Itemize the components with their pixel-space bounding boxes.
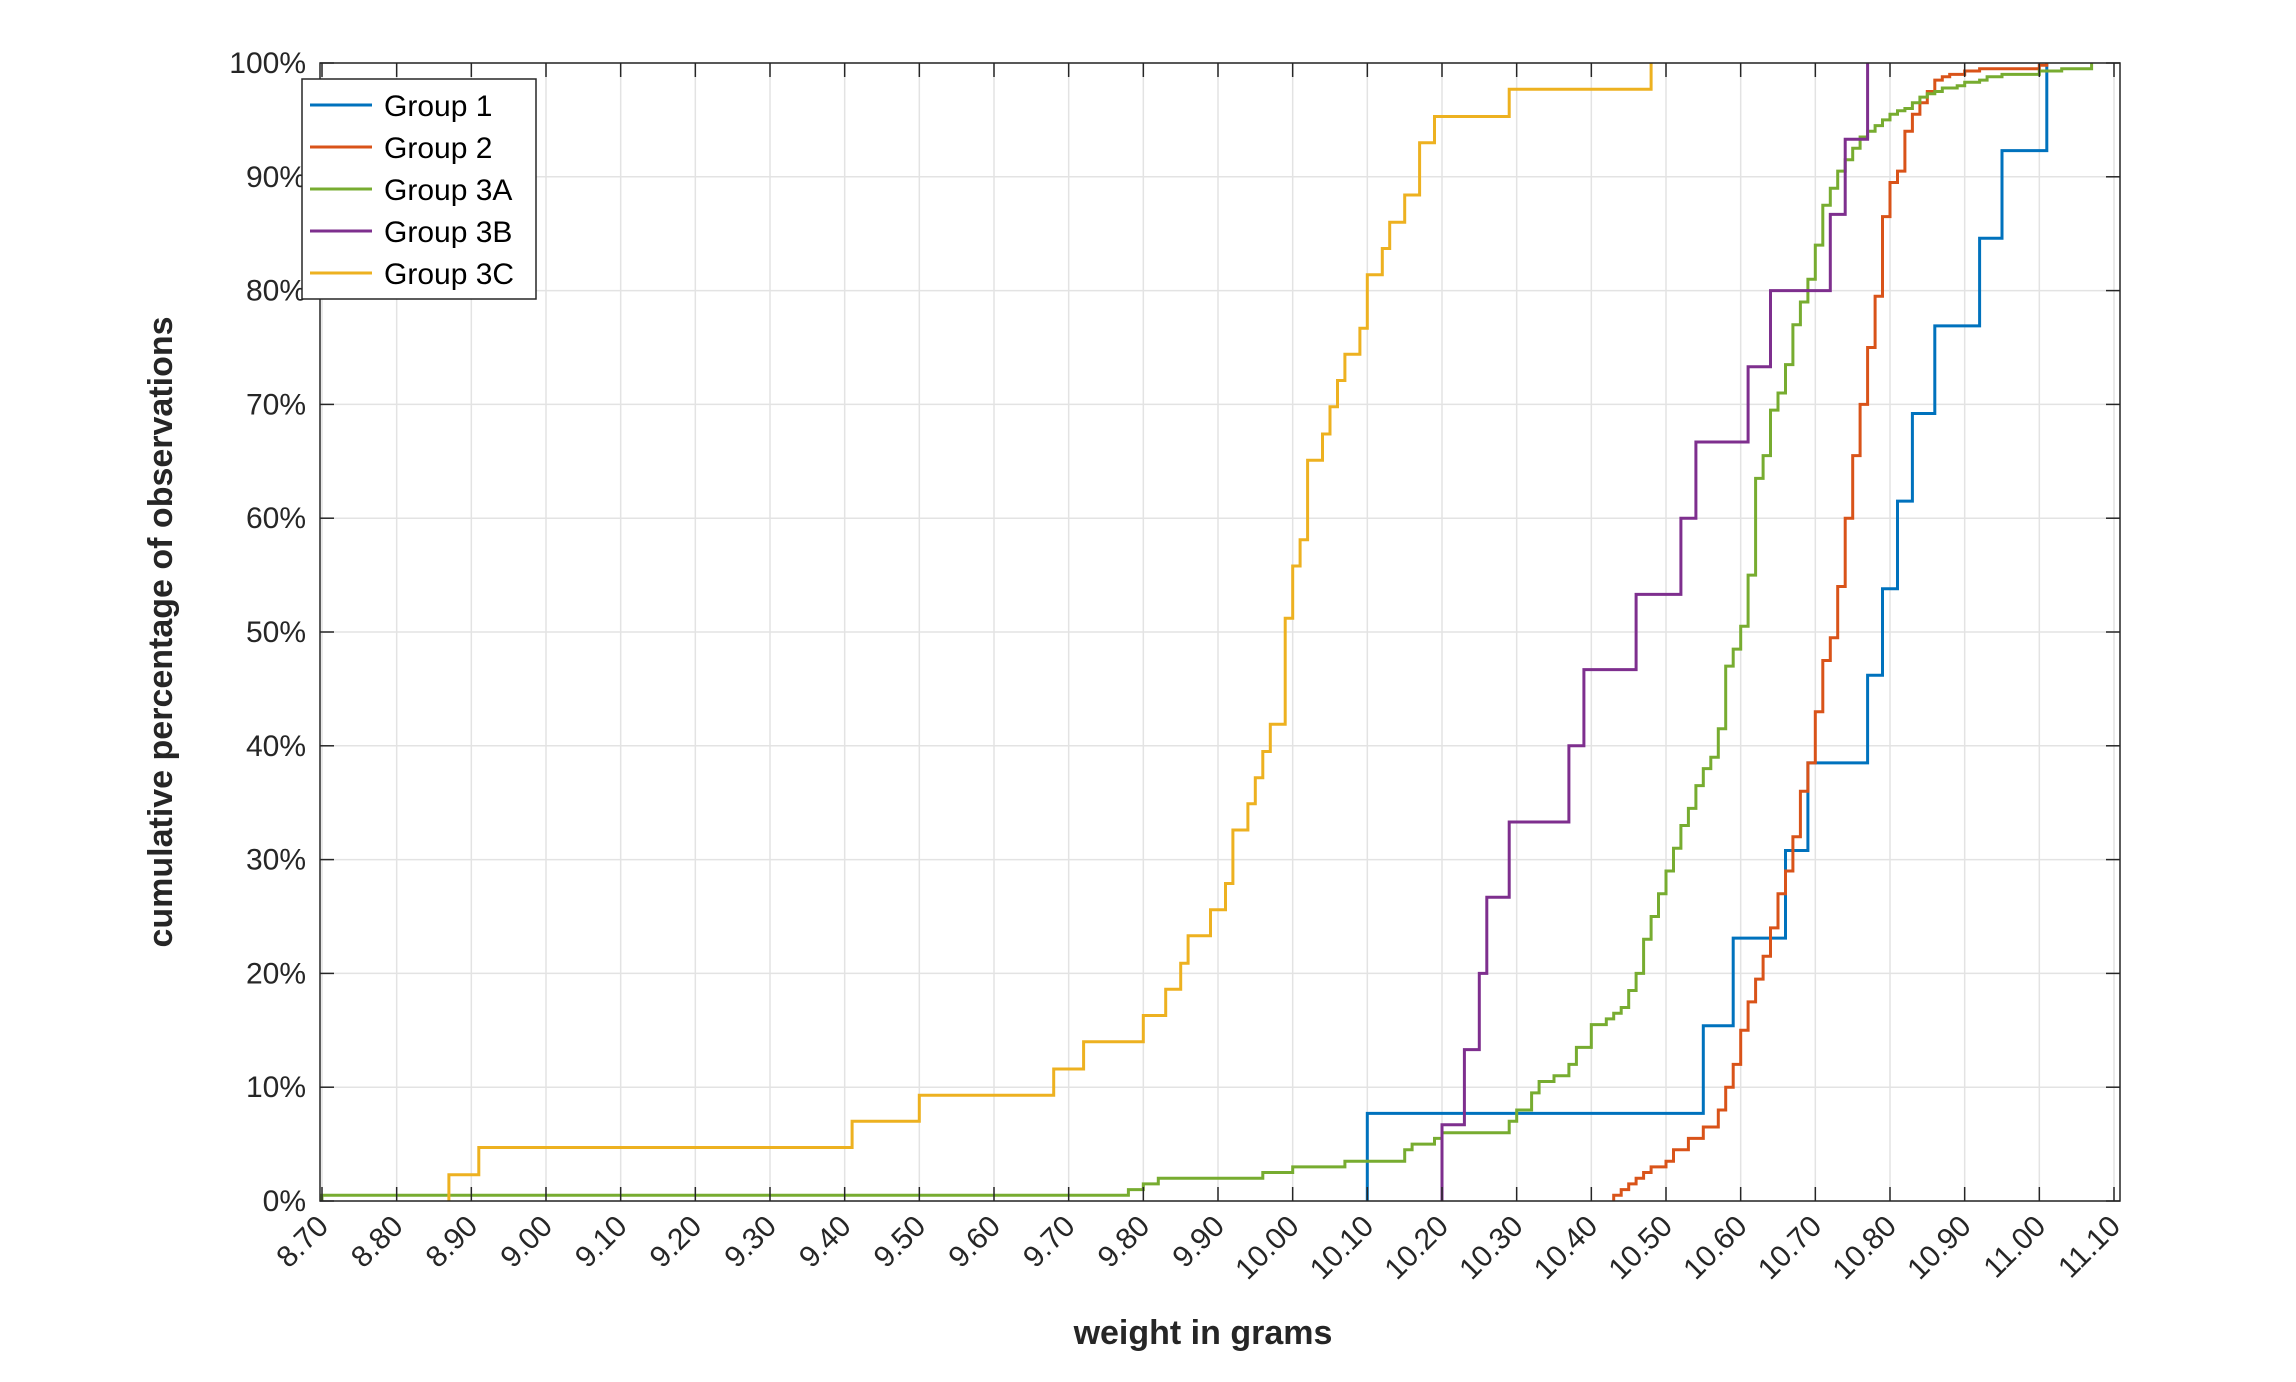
y-tick-label: 100% bbox=[229, 47, 306, 80]
y-tick-label: 30% bbox=[246, 844, 306, 877]
x-tick-label: 10.10 bbox=[1304, 1210, 1380, 1286]
y-tick-label: 0% bbox=[263, 1185, 306, 1218]
x-tick-label: 10.60 bbox=[1677, 1210, 1753, 1286]
x-tick-label: 10.70 bbox=[1752, 1210, 1828, 1286]
series-line-group-3c bbox=[447, 63, 1653, 1201]
y-tick-label: 90% bbox=[246, 161, 306, 194]
x-tick-label: 9.30 bbox=[718, 1210, 783, 1275]
x-tick-label: 10.40 bbox=[1528, 1210, 1604, 1286]
series-line-group-3a bbox=[320, 63, 2094, 1201]
x-tick-label: 10.30 bbox=[1453, 1210, 1529, 1286]
y-tick-labels: 0% 10% 20% 30% 40% 50% 60% 70% 80% 90% 100% bbox=[229, 47, 306, 1218]
x-tick-label: 10.00 bbox=[1229, 1210, 1305, 1286]
x-axis-title: weight in grams bbox=[1073, 1314, 1333, 1352]
x-tick-label: 10.80 bbox=[1827, 1210, 1903, 1286]
series-lines bbox=[320, 63, 2094, 1201]
x-tick-labels: 8.70 8.80 8.90 9.00 9.10 9.20 9.30 9.40 9.50 9.60… bbox=[270, 1210, 2127, 1286]
y-tick-label: 70% bbox=[246, 388, 306, 421]
series-line-group-3b bbox=[1440, 63, 1870, 1201]
legend: Group 1 Group 2 Group 3A Group 3B Group 3C bbox=[301, 78, 537, 300]
x-tick-label: 10.90 bbox=[1901, 1210, 1977, 1286]
x-tick-label: 8.80 bbox=[345, 1210, 410, 1275]
series-line-group-2 bbox=[1612, 63, 2049, 1201]
axis-ticks bbox=[320, 62, 2120, 1202]
y-tick-label: 20% bbox=[246, 957, 306, 990]
legend-label-group-3a: Group 3A bbox=[384, 174, 512, 207]
legend-label-group-3b: Group 3B bbox=[384, 216, 512, 249]
x-tick-label: 11.00 bbox=[1977, 1210, 2052, 1285]
x-tick-label: 9.60 bbox=[942, 1210, 1007, 1275]
legend-label-group-3c: Group 3C bbox=[384, 258, 514, 291]
x-tick-label: 8.70 bbox=[270, 1210, 335, 1275]
y-tick-label: 60% bbox=[246, 502, 306, 535]
x-tick-label: 9.00 bbox=[494, 1210, 559, 1275]
x-tick-label: 9.80 bbox=[1092, 1210, 1157, 1275]
x-tick-label: 10.50 bbox=[1603, 1210, 1679, 1286]
x-tick-label: 9.20 bbox=[644, 1210, 709, 1275]
y-tick-label: 10% bbox=[246, 1071, 306, 1104]
y-tick-label: 40% bbox=[246, 730, 306, 763]
x-tick-label: 9.70 bbox=[1017, 1210, 1082, 1275]
series-line-group-1 bbox=[1365, 63, 2049, 1201]
legend-label-group-1: Group 1 bbox=[384, 90, 492, 123]
x-tick-label: 11.10 bbox=[2052, 1210, 2127, 1285]
x-tick-label: 9.50 bbox=[868, 1210, 933, 1275]
x-tick-label: 8.90 bbox=[420, 1210, 485, 1275]
x-tick-label: 9.40 bbox=[793, 1210, 858, 1275]
x-tick-label: 9.10 bbox=[569, 1210, 634, 1275]
legend-items: Group 1 Group 2 Group 3A Group 3B Group 3C bbox=[310, 90, 514, 291]
y-axis-title: cumulative percentage of observations bbox=[142, 316, 180, 947]
x-tick-label: 10.20 bbox=[1379, 1210, 1455, 1286]
x-tick-label: 9.90 bbox=[1166, 1210, 1231, 1275]
y-tick-label: 80% bbox=[246, 275, 306, 308]
y-tick-label: 50% bbox=[246, 616, 306, 649]
legend-label-group-2: Group 2 bbox=[384, 132, 492, 165]
